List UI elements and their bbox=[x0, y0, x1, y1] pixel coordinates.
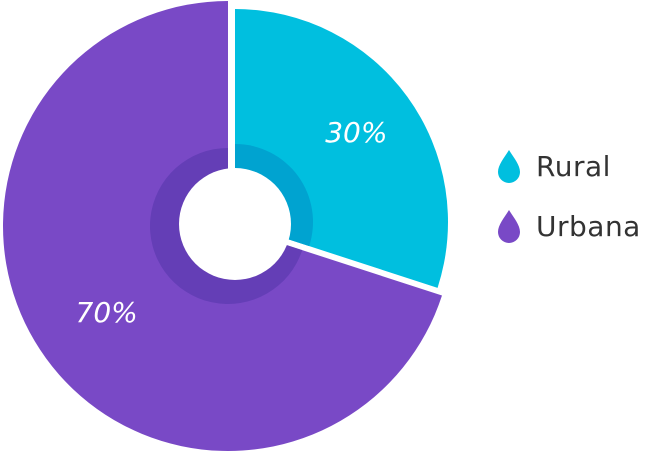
donut-hole bbox=[179, 168, 291, 280]
water-drop-icon bbox=[498, 150, 520, 183]
legend-label-urbana: Urbana bbox=[536, 209, 641, 243]
water-drop-icon bbox=[498, 210, 520, 243]
legend-label-rural: Rural bbox=[536, 149, 611, 183]
legend-item-urbana: Urbana bbox=[496, 208, 641, 244]
legend-item-rural: Rural bbox=[496, 148, 641, 184]
data-label-urbana: 70% bbox=[76, 296, 138, 329]
data-label-rural: 30% bbox=[325, 116, 387, 149]
legend: Rural Urbana bbox=[496, 148, 641, 268]
